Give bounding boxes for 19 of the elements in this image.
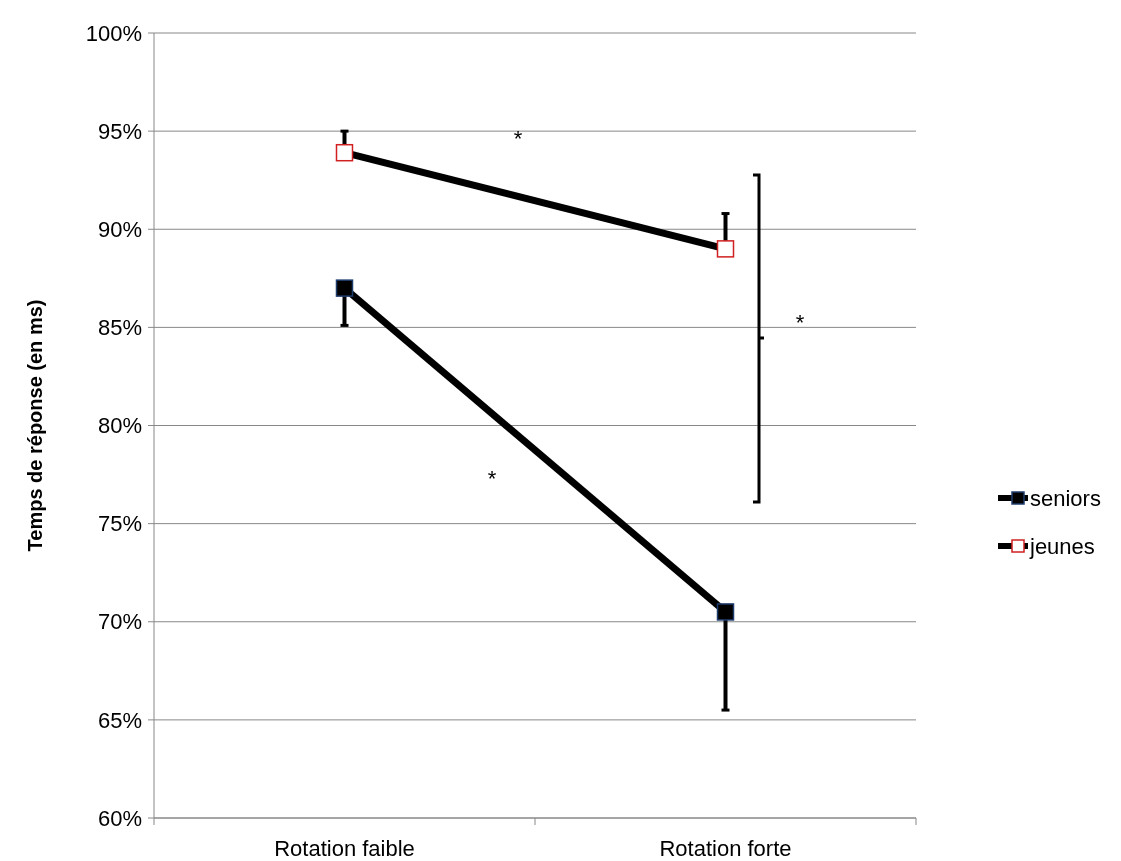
- y-tick-label: 80%: [97, 413, 142, 439]
- annotation: *: [513, 126, 523, 151]
- annotation: *: [795, 310, 805, 335]
- point: [716, 603, 735, 621]
- legend-label: seniors: [1030, 485, 1101, 511]
- annotation: *: [487, 466, 497, 491]
- point: [335, 279, 354, 297]
- y-tick-label: 60%: [97, 805, 142, 831]
- y-tick-label: 70%: [97, 609, 142, 635]
- legend-label: jeunes: [1029, 533, 1095, 559]
- y-tick-label: 90%: [97, 216, 142, 242]
- y-tick-label: 65%: [97, 707, 142, 733]
- y-axis-title: Temps de réponse (en ms): [24, 299, 46, 552]
- y-tick-label: 100%: [85, 20, 142, 46]
- y-tick-label: 75%: [97, 511, 142, 537]
- y-tick-label: 85%: [97, 315, 142, 341]
- x-tick-label: Rotation forte: [659, 836, 792, 861]
- y-tick-label: 95%: [97, 118, 142, 144]
- x-tick-label: Rotation faible: [274, 836, 415, 861]
